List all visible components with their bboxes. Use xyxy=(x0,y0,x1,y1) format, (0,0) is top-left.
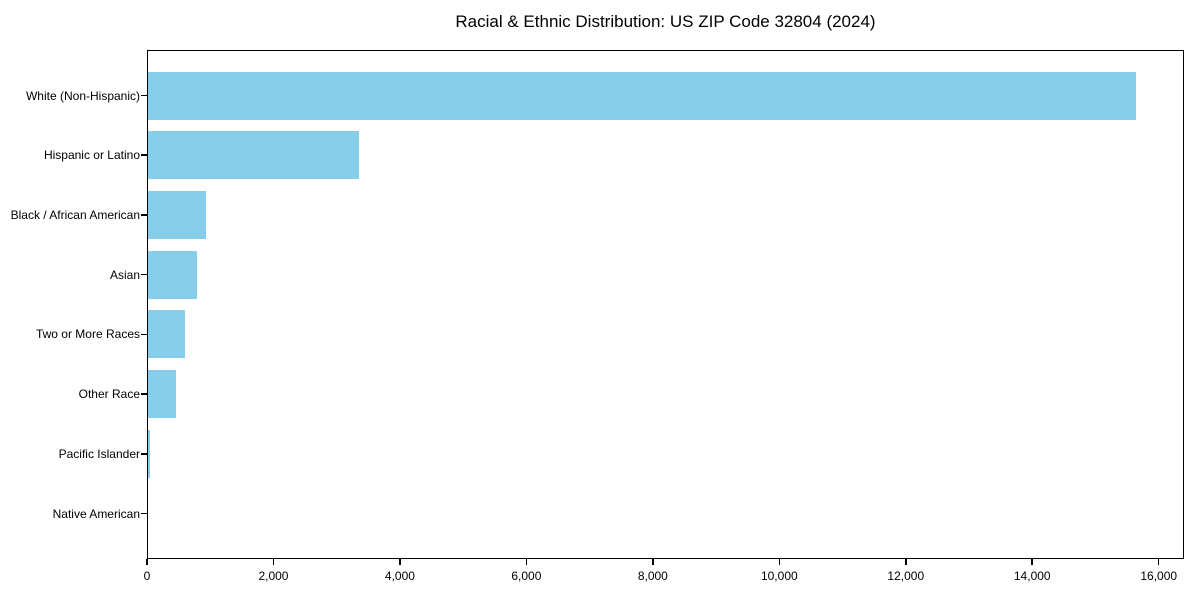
y-tick xyxy=(141,154,147,156)
x-tick xyxy=(1157,559,1160,565)
x-tick xyxy=(652,559,654,565)
bar-white-non-hispanic xyxy=(147,71,1137,120)
y-tick xyxy=(141,214,147,216)
y-tick-label-two-or-more-races: Two or More Races xyxy=(35,327,140,342)
x-tick-label-10000: 10,000 xyxy=(760,569,798,583)
y-tick xyxy=(141,512,147,515)
x-tick xyxy=(146,559,148,565)
bar-asian xyxy=(147,250,197,299)
x-tick xyxy=(525,559,528,565)
bar-pacific-islander xyxy=(147,429,150,478)
bar-hispanic-or-latino xyxy=(147,131,359,180)
chart-title: Racial & Ethnic Distribution: US ZIP Cod… xyxy=(455,12,876,31)
x-tick-label-2000: 2,000 xyxy=(258,569,289,583)
y-tick-label-asian: Asian xyxy=(109,267,140,282)
plot-area xyxy=(147,50,1184,559)
bar-black-african-american xyxy=(147,190,207,239)
bar-two-or-more-races xyxy=(147,310,185,359)
x-tick-label-16000: 16,000 xyxy=(1140,569,1178,583)
x-tick-label-0: 0 xyxy=(143,569,151,583)
y-tick-label-white-non-hispanic: White (Non-Hispanic) xyxy=(25,88,140,103)
y-tick xyxy=(141,94,147,97)
x-tick xyxy=(399,559,401,565)
y-tick xyxy=(141,333,147,336)
y-tick xyxy=(141,393,147,395)
x-tick-label-14000: 14,000 xyxy=(1013,569,1051,583)
y-tick-label-pacific-islander: Pacific Islander xyxy=(58,446,140,461)
x-tick-label-6000: 6,000 xyxy=(511,569,542,583)
y-tick-label-other-race: Other Race xyxy=(78,387,140,402)
bar-other-race xyxy=(147,370,177,419)
x-tick xyxy=(905,559,907,565)
y-tick-label-hispanic-or-latino: Hispanic or Latino xyxy=(43,148,140,163)
x-tick xyxy=(1031,559,1033,565)
y-tick xyxy=(141,273,147,276)
x-tick-label-8000: 8,000 xyxy=(637,569,668,583)
x-tick xyxy=(272,559,275,565)
x-tick-label-12000: 12,000 xyxy=(887,569,925,583)
y-tick-label-black-african-american: Black / African American xyxy=(10,207,140,222)
x-tick-label-4000: 4,000 xyxy=(384,569,415,583)
plot-border xyxy=(147,50,1184,559)
x-tick xyxy=(778,559,781,565)
bar-native-american xyxy=(147,489,148,538)
y-tick-label-native-american: Native American xyxy=(52,506,140,521)
y-tick xyxy=(141,453,147,455)
